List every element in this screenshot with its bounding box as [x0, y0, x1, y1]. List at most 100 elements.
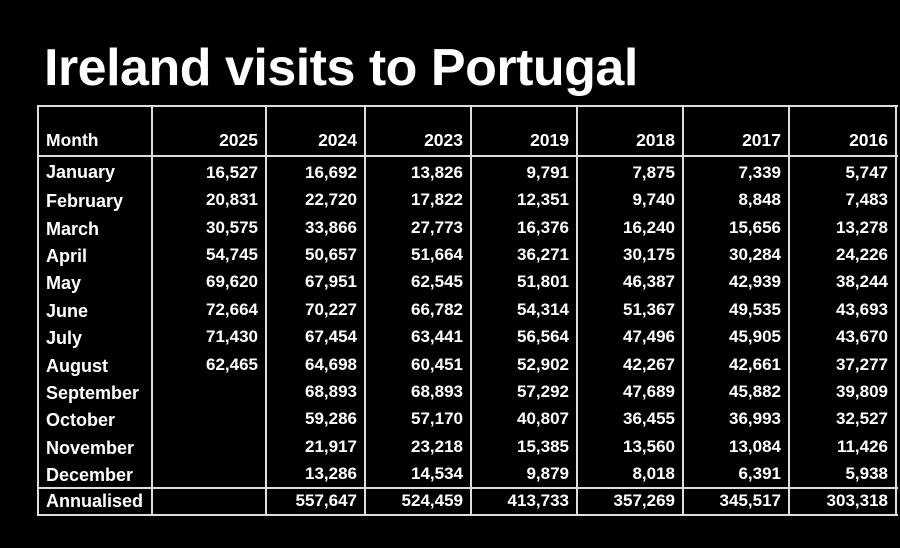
value-cell: 13,286: [265, 459, 366, 488]
value-cell: 30,175: [576, 240, 684, 269]
table-row: January 16,527 16,692 13,826 9,791 7,875 7,339…: [37, 156, 898, 186]
table-row: November 21,917 23,218 15,385 13,560 13,084 11…: [37, 432, 898, 460]
column-header-month: Month: [37, 105, 153, 157]
value-cell: 24,226: [788, 240, 897, 269]
month-cell: February: [37, 186, 153, 214]
value-cell: 20,831: [151, 186, 267, 214]
value-cell: 70,227: [265, 295, 366, 323]
empty-cell: [895, 156, 898, 186]
value-cell: 6,391: [682, 459, 790, 488]
table-row: April 54,745 50,657 51,664 36,271 30,175 30,28…: [37, 240, 898, 269]
value-cell: 51,367: [576, 295, 684, 323]
value-cell: 67,454: [265, 322, 366, 351]
value-cell: 36,993: [682, 405, 790, 433]
annualised-value: 345,517: [682, 486, 790, 516]
value-cell: 9,879: [470, 459, 578, 488]
value-cell: 7,875: [576, 156, 684, 186]
value-cell: 57,292: [470, 377, 578, 406]
value-cell: 33,866: [265, 213, 366, 241]
value-cell: 30,575: [151, 213, 267, 241]
value-cell: 56,564: [470, 322, 578, 351]
value-cell: 42,939: [682, 268, 790, 296]
value-cell: 40,807: [470, 405, 578, 433]
value-cell: 13,084: [682, 432, 790, 460]
annualised-row: Annualised 557,647 524,459 413,733 357,269 34…: [37, 486, 898, 516]
visits-table: Month 2025 2024 2023 2019 2018 2017 2016 Januar…: [37, 105, 898, 516]
value-cell: 8,848: [682, 186, 790, 214]
value-cell: 39,809: [788, 377, 897, 406]
value-cell: 69,620: [151, 268, 267, 296]
annualised-value: 413,733: [470, 486, 578, 516]
value-cell: 16,376: [470, 213, 578, 241]
value-cell: 51,664: [364, 240, 472, 269]
empty-cell: [895, 295, 898, 323]
empty-cell: [895, 322, 898, 351]
value-cell: 63,441: [364, 322, 472, 351]
value-cell: 11,426: [788, 432, 897, 460]
table-row: June 72,664 70,227 66,782 54,314 51,367 49,535…: [37, 295, 898, 323]
value-cell: [151, 405, 267, 433]
month-cell: December: [37, 459, 153, 488]
value-cell: 15,656: [682, 213, 790, 241]
value-cell: 68,893: [265, 377, 366, 406]
value-cell: 43,670: [788, 322, 897, 351]
month-cell: November: [37, 432, 153, 460]
column-header-year: 2019: [470, 105, 578, 157]
value-cell: [151, 432, 267, 460]
value-cell: 7,339: [682, 156, 790, 186]
value-cell: 57,170: [364, 405, 472, 433]
value-cell: 5,747: [788, 156, 897, 186]
value-cell: 32,527: [788, 405, 897, 433]
value-cell: 42,661: [682, 350, 790, 378]
value-cell: 7,483: [788, 186, 897, 214]
month-cell: April: [37, 240, 153, 269]
month-cell: May: [37, 268, 153, 296]
value-cell: 45,905: [682, 322, 790, 351]
annualised-value: 557,647: [265, 486, 366, 516]
column-header-year: 2018: [576, 105, 684, 157]
value-cell: 64,698: [265, 350, 366, 378]
empty-cell: [895, 432, 898, 460]
value-cell: 38,244: [788, 268, 897, 296]
value-cell: 59,286: [265, 405, 366, 433]
value-cell: 36,455: [576, 405, 684, 433]
value-cell: 13,278: [788, 213, 897, 241]
value-cell: 27,773: [364, 213, 472, 241]
value-cell: 71,430: [151, 322, 267, 351]
value-cell: 60,451: [364, 350, 472, 378]
value-cell: 13,560: [576, 432, 684, 460]
column-header-year: [895, 105, 898, 157]
value-cell: 17,822: [364, 186, 472, 214]
table-row: December 13,286 14,534 9,879 8,018 6,391 5,938: [37, 459, 898, 488]
empty-cell: [895, 486, 898, 516]
value-cell: 47,689: [576, 377, 684, 406]
month-cell: June: [37, 295, 153, 323]
value-cell: 62,545: [364, 268, 472, 296]
value-cell: 8,018: [576, 459, 684, 488]
value-cell: 54,745: [151, 240, 267, 269]
value-cell: 12,351: [470, 186, 578, 214]
value-cell: 42,267: [576, 350, 684, 378]
value-cell: [151, 377, 267, 406]
value-cell: 66,782: [364, 295, 472, 323]
table-row: August 62,465 64,698 60,451 52,902 42,267 42,6…: [37, 350, 898, 378]
value-cell: 45,882: [682, 377, 790, 406]
value-cell: 52,902: [470, 350, 578, 378]
column-header-year: 2025: [151, 105, 267, 157]
value-cell: 22,720: [265, 186, 366, 214]
value-cell: 72,664: [151, 295, 267, 323]
value-cell: 50,657: [265, 240, 366, 269]
value-cell: 49,535: [682, 295, 790, 323]
value-cell: 30,284: [682, 240, 790, 269]
empty-cell: [895, 240, 898, 269]
value-cell: 13,826: [364, 156, 472, 186]
value-cell: 67,951: [265, 268, 366, 296]
empty-cell: [895, 405, 898, 433]
value-cell: 62,465: [151, 350, 267, 378]
value-cell: 21,917: [265, 432, 366, 460]
annualised-value: 357,269: [576, 486, 684, 516]
annualised-value: 303,318: [788, 486, 897, 516]
column-header-year: 2016: [788, 105, 897, 157]
value-cell: 43,693: [788, 295, 897, 323]
month-cell: September: [37, 377, 153, 406]
